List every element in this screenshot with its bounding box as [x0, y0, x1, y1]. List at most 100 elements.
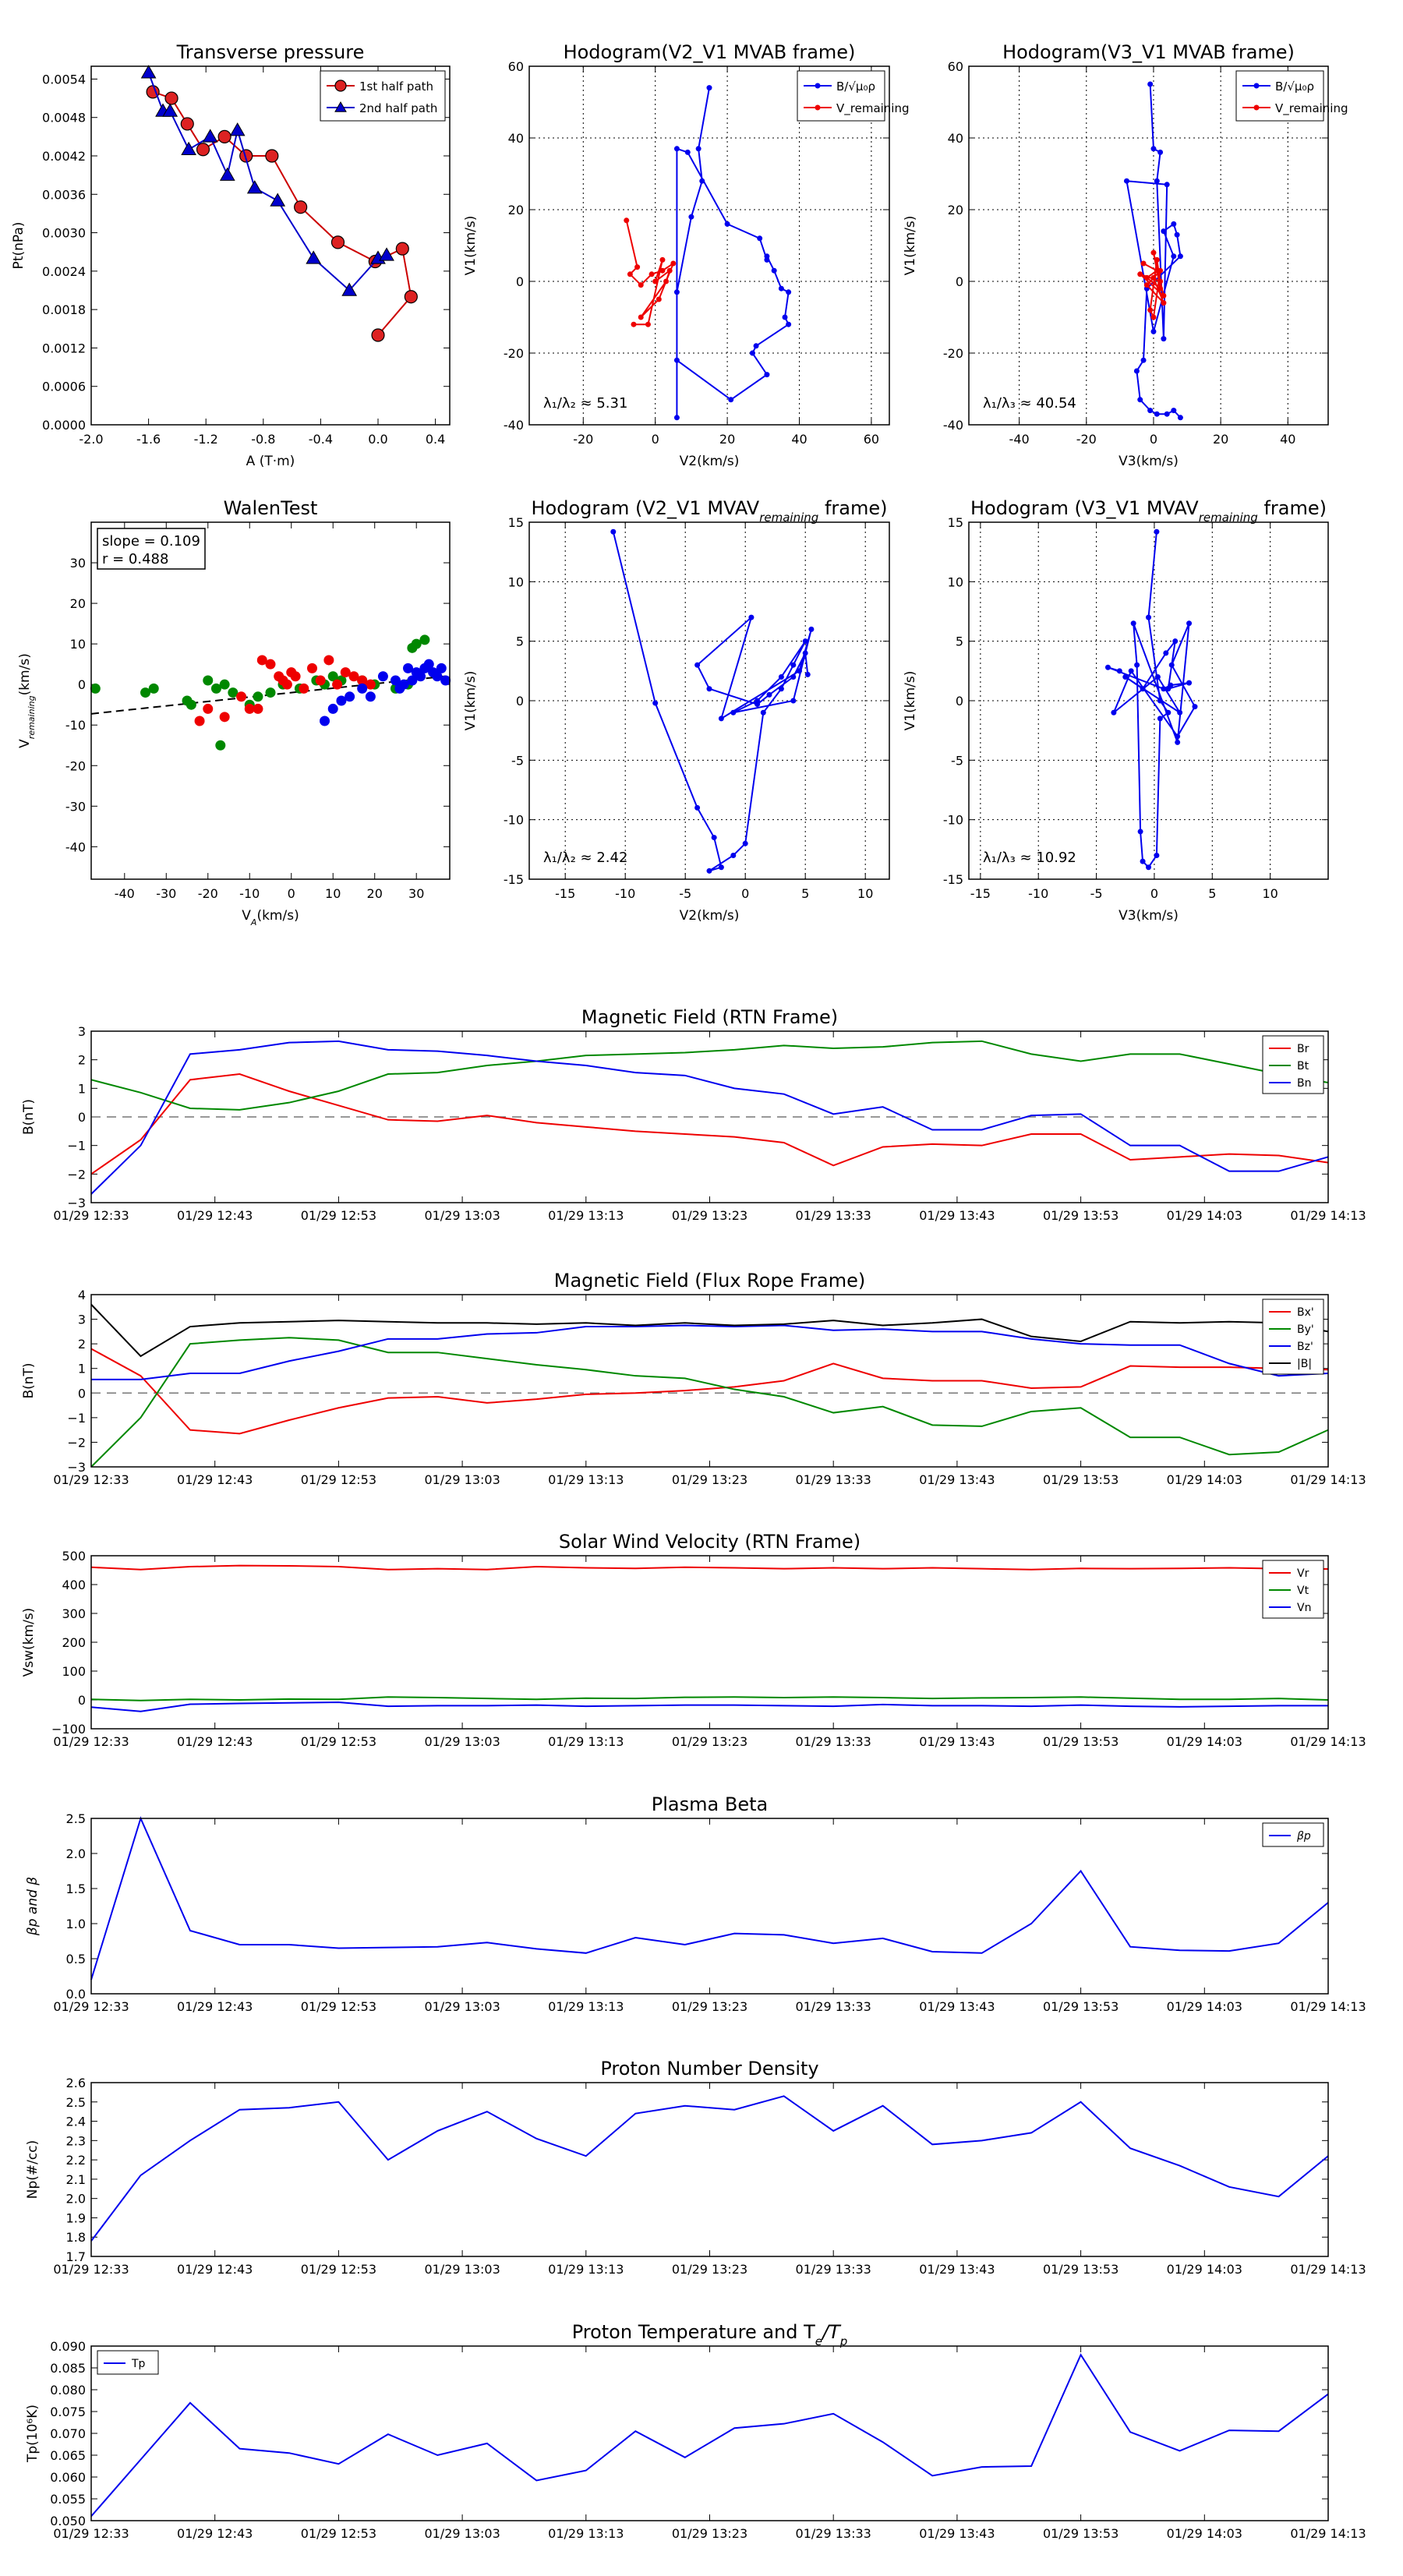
plot-frame: [968, 65, 1329, 426]
chart-mag_fr: −3 −2 −1 0 1 2 3 4 01/29 12:33 01/29 12:43 01/29 1…: [21, 1270, 1366, 1487]
data-point: [1140, 260, 1147, 267]
title-text: WalenTest: [224, 497, 318, 519]
series-line: [90, 1040, 1329, 1111]
data-point: [804, 671, 811, 677]
scatter-point: [411, 638, 422, 649]
x-tick-label: 0: [741, 886, 749, 901]
y-tick-label: 2.5: [66, 2095, 86, 2110]
y-tick-label: 60: [508, 59, 524, 74]
x-tick-label: -10: [615, 886, 635, 901]
chart-title: Magnetic Field (Flux Rope Frame): [554, 1270, 865, 1292]
data-point: [652, 700, 659, 706]
y-tick-label: 3: [78, 1024, 86, 1039]
y-tick-label: 0.0000: [42, 418, 86, 433]
plot-frame: [90, 1818, 1329, 1995]
data-point: [1137, 829, 1143, 835]
chart-h1: -40 -20 0 20 40 60 -20 0 20 40 60 Hodogram(V2_V1 MV…: [463, 41, 910, 469]
y-tick-label: 2.2: [66, 2153, 86, 2168]
x-label-part: V: [242, 908, 251, 924]
data-point: [1168, 682, 1174, 688]
data-point: [371, 328, 385, 342]
y-tick-label: 1.5: [66, 1882, 86, 1896]
time-tick-label: 01/29 12:53: [301, 2526, 376, 2541]
scatter-point: [407, 675, 418, 686]
x-tick-label: -15: [970, 886, 991, 901]
data-point: [1140, 357, 1147, 363]
time-tick-label: 01/29 12:53: [301, 1472, 376, 1487]
scatter-point: [256, 655, 267, 666]
data-point: [217, 129, 231, 143]
data-point: [790, 698, 797, 704]
data-point: [730, 709, 737, 716]
data-point: [748, 614, 755, 620]
y-tick-label: 0: [956, 694, 963, 708]
y-tick-label: 10: [948, 574, 963, 589]
stats-r: r = 0.488: [102, 551, 168, 567]
x-tick-label: 60: [864, 432, 879, 447]
time-tick-label: 01/29 12:43: [177, 2526, 253, 2541]
time-tick-label: 01/29 12:33: [53, 1208, 129, 1223]
scatter-point: [340, 667, 351, 678]
scatter-point: [423, 659, 434, 670]
y-tick-label: 2.6: [66, 2076, 86, 2090]
x-tick-label: 0: [652, 432, 659, 447]
legend-label: Bt: [1297, 1060, 1309, 1072]
y-tick-label: 0.070: [50, 2426, 86, 2441]
data-point: [1157, 267, 1164, 274]
time-tick-label: 01/29 13:13: [548, 1208, 624, 1223]
x-axis-label: V3(km/s): [1119, 454, 1179, 469]
series-line: [90, 1348, 1329, 1435]
y-tick-label: -20: [65, 758, 86, 773]
x-tick-label: 5: [801, 886, 809, 901]
scatter-point: [215, 740, 226, 751]
y-tick-label: 0.050: [50, 2514, 86, 2528]
time-tick-label: 01/29 13:33: [796, 2262, 871, 2277]
plot-frame: [90, 521, 451, 880]
time-tick-label: 01/29 14:13: [1290, 2526, 1366, 2541]
y-tick-label: 20: [508, 203, 524, 217]
y-tick-label: 300: [62, 1606, 86, 1621]
data-point: [1104, 664, 1111, 670]
data-point: [1140, 858, 1146, 864]
chart-h3: -15 -10 -5 0 5 10 15 -15 -10 -5 0 5 10 Hodogram (V2_V…: [463, 497, 890, 924]
data-point: [610, 528, 617, 535]
data-point: [1154, 673, 1161, 680]
chart-title: Magnetic Field (RTN Frame): [581, 1006, 838, 1028]
data-point: [334, 80, 347, 92]
data-point: [1253, 104, 1260, 111]
chart-beta: 0.0 0.5 1.0 1.5 2.0 2.5 01/29 12:33 01/29 12:43…: [25, 1793, 1366, 2014]
data-point: [1147, 408, 1154, 414]
y-axis-label: V1(km/s): [463, 671, 479, 731]
data-point: [688, 214, 694, 220]
y-tick-label: −100: [51, 1722, 86, 1737]
data-point: [379, 247, 394, 261]
y-tick-label: 0.5: [66, 1952, 86, 1966]
y-tick-label: -40: [504, 418, 524, 433]
data-point: [1122, 673, 1129, 680]
data-point: [1133, 368, 1140, 374]
time-tick-label: 01/29 13:43: [919, 1472, 995, 1487]
plot-frame: [90, 2345, 1329, 2521]
legend-label: Vt: [1297, 1585, 1309, 1597]
scatter-point: [357, 675, 368, 686]
y-tick-label: 2.3: [66, 2133, 86, 2148]
scatter-point: [236, 691, 247, 702]
y-tick-label: 60: [948, 59, 963, 74]
plot-frame: [528, 521, 890, 880]
data-point: [724, 221, 730, 227]
data-point: [1154, 256, 1160, 263]
data-point: [1163, 650, 1169, 656]
legend-label: Bn: [1297, 1077, 1311, 1090]
y-tick-label: 3: [78, 1313, 86, 1327]
data-point: [239, 149, 253, 163]
chart-title: Proton Temperature and Te/Tp: [572, 2321, 848, 2348]
x-tick-label: -1.2: [194, 432, 218, 447]
data-point: [728, 397, 734, 403]
y-tick-label: -40: [65, 839, 86, 854]
x-label-sub: A: [250, 917, 257, 928]
scatter-point: [348, 671, 359, 682]
data-point: [334, 101, 347, 112]
time-tick-label: 01/29 14:13: [1290, 2262, 1366, 2277]
time-tick-label: 01/29 13:43: [919, 1208, 995, 1223]
data-point: [797, 668, 802, 674]
